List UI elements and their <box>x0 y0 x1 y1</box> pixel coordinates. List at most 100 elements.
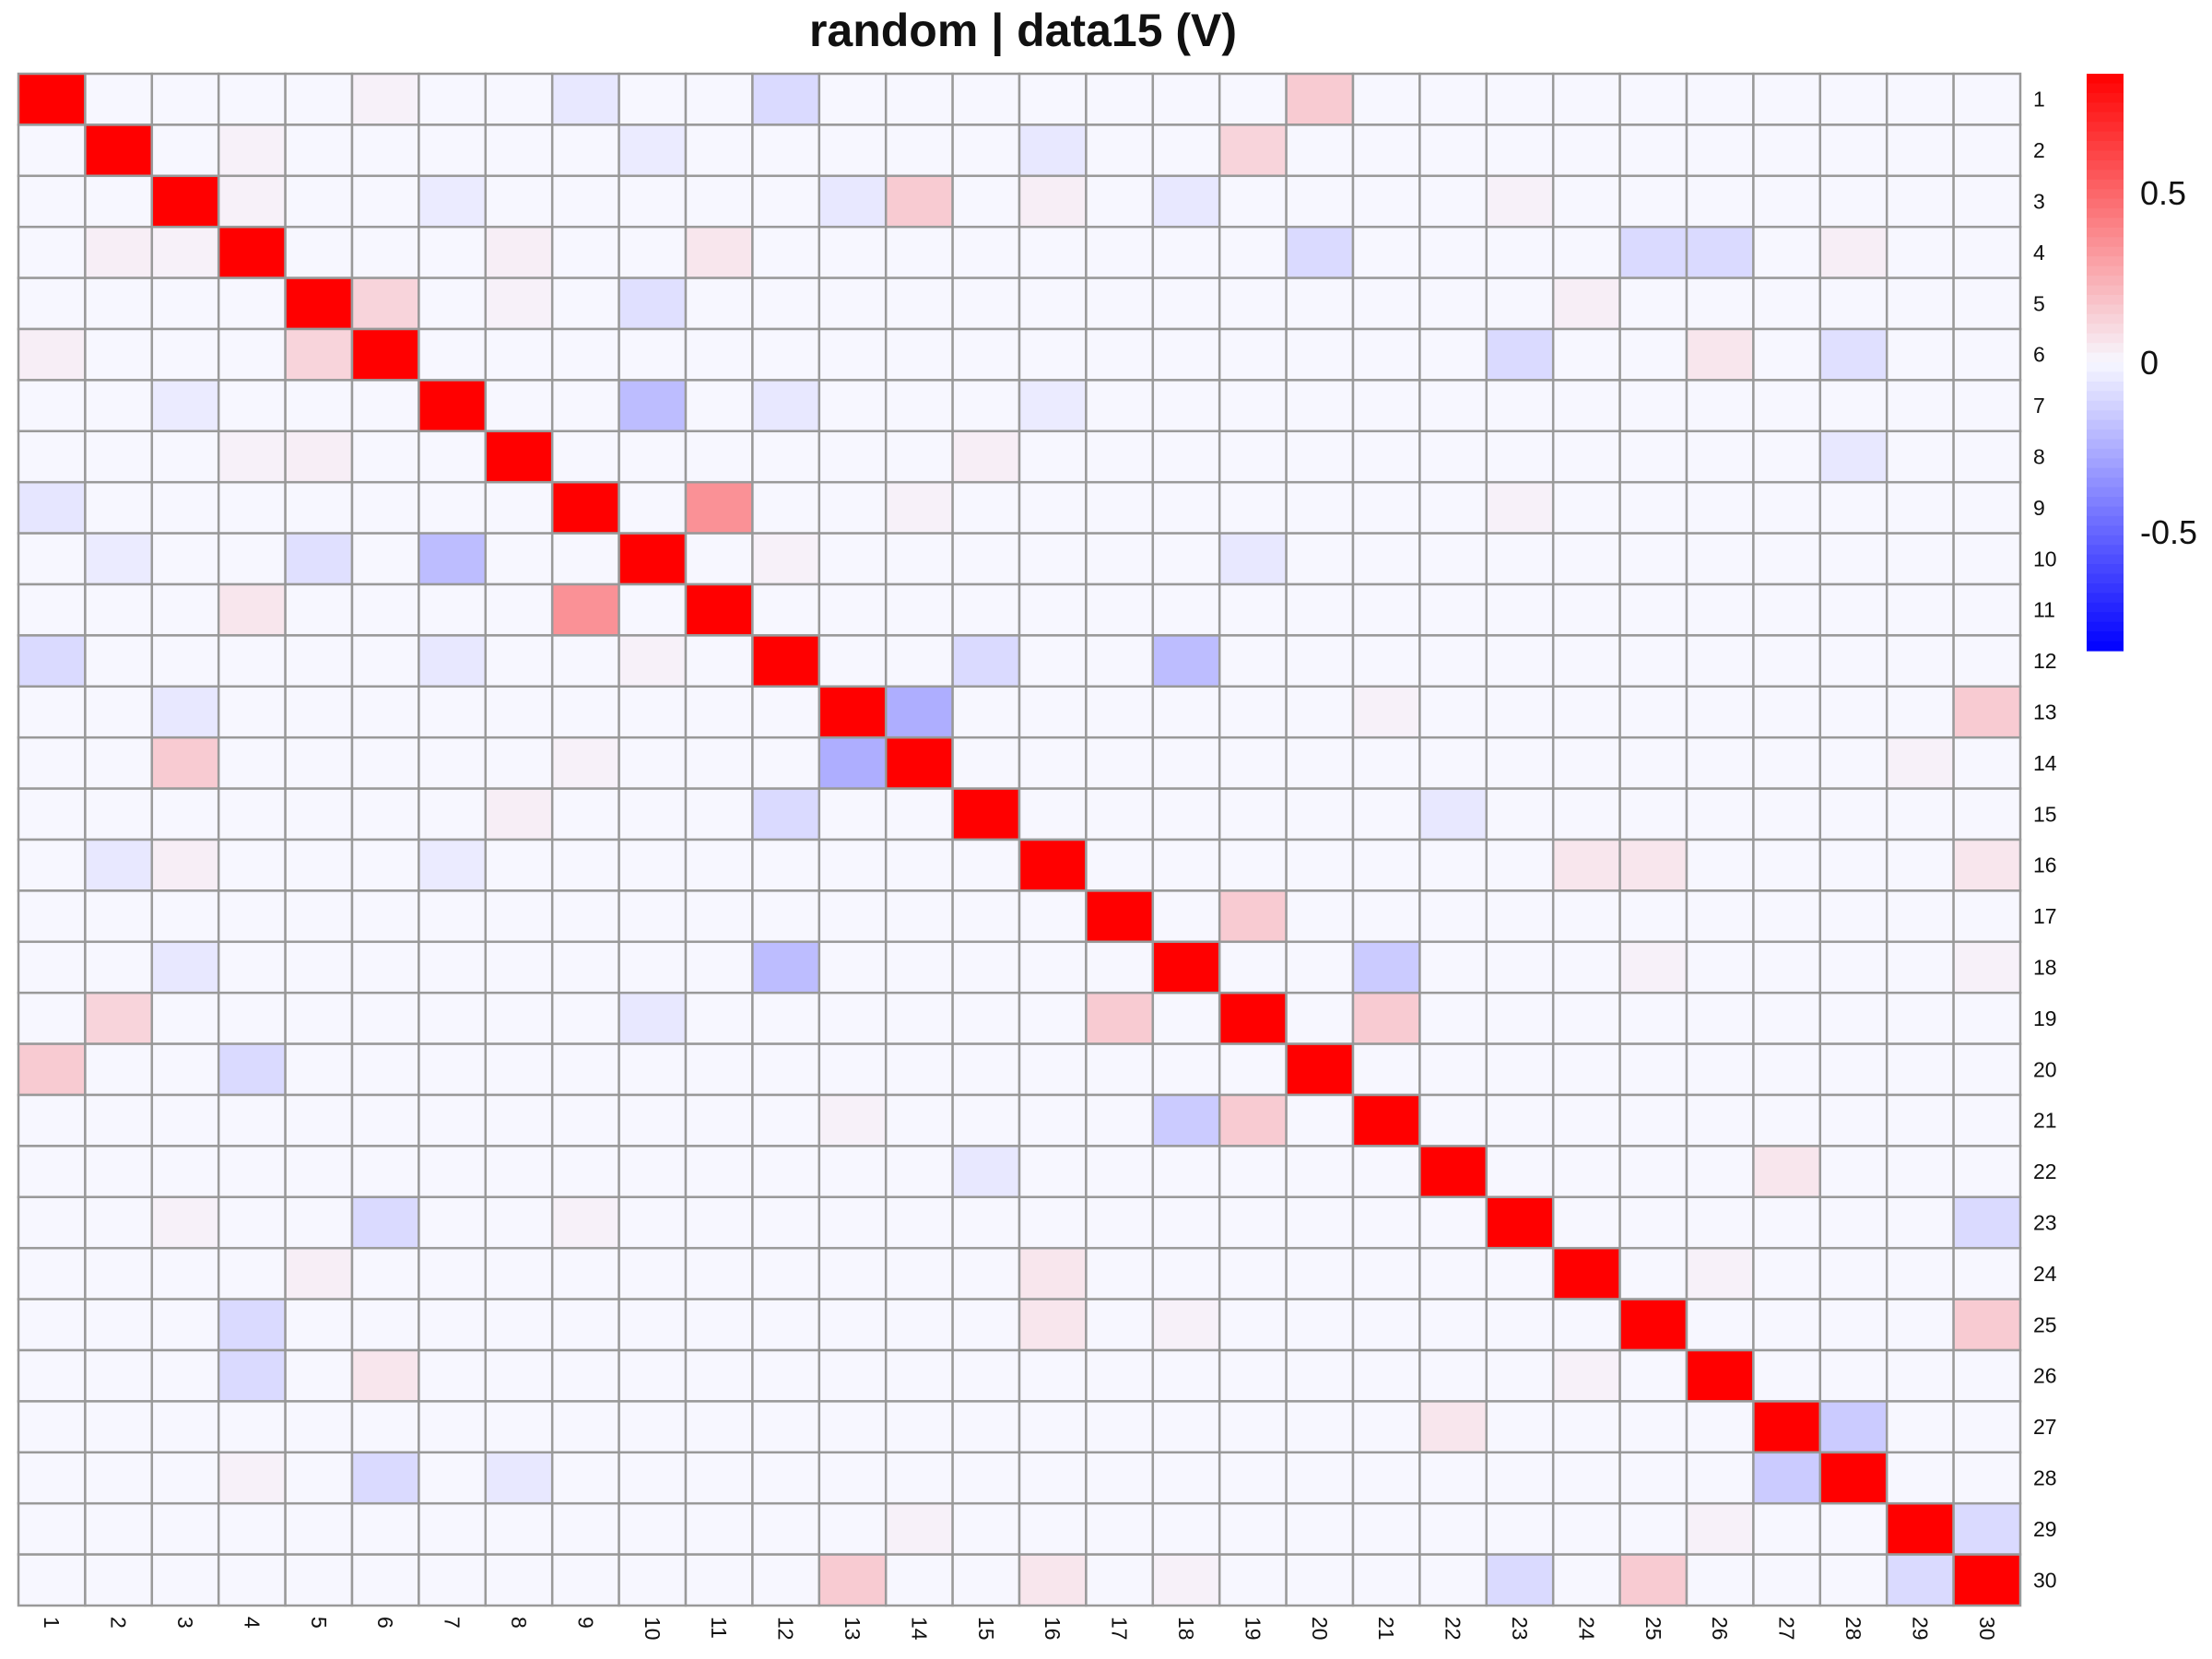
heatmap-cell-r1-c6 <box>350 72 420 126</box>
colorbar-segment <box>2087 497 2124 508</box>
heatmap-cell-r4-c18 <box>1151 225 1221 279</box>
heatmap-cell-r23-c2 <box>84 1195 154 1250</box>
heatmap-cell-r11-c18 <box>1151 582 1221 637</box>
heatmap-cell-r4-c20 <box>1285 225 1355 279</box>
heatmap-cell-r13-c30 <box>1952 685 2022 739</box>
heatmap-cell-r9-c18 <box>1151 480 1221 535</box>
heatmap-cell-r18-c11 <box>684 940 754 994</box>
heatmap-cell-r2-c20 <box>1285 124 1355 178</box>
heatmap-cell-r29-c14 <box>884 1501 954 1556</box>
heatmap-cell-r23-c29 <box>1885 1195 1955 1250</box>
heatmap-cell-r2-c3 <box>150 124 220 178</box>
heatmap-cell-r16-c17 <box>1085 838 1155 892</box>
heatmap-cell-r7-c9 <box>550 379 620 433</box>
heatmap-cell-r5-c22 <box>1418 276 1488 331</box>
heatmap-cell-r19-c5 <box>284 991 354 1045</box>
column-label: 19 <box>1241 1617 1265 1641</box>
heatmap-cell-r17-c6 <box>350 889 420 944</box>
heatmap-cell-r18-c28 <box>1818 940 1888 994</box>
column-label: 23 <box>1508 1617 1532 1641</box>
heatmap-cell-r15-c22 <box>1418 787 1488 841</box>
heatmap-cell-r16-c9 <box>550 838 620 892</box>
heatmap-cell-r23-c3 <box>150 1195 220 1250</box>
heatmap-cell-r10-c7 <box>418 532 488 586</box>
heatmap-cell-r14-c26 <box>1685 735 1755 790</box>
colorbar-segment <box>2087 170 2124 181</box>
heatmap-cell-r9-c5 <box>284 480 354 535</box>
colorbar-segment <box>2087 439 2124 450</box>
heatmap-cell-r28-c22 <box>1418 1451 1488 1505</box>
heatmap-cell-r24-c3 <box>150 1246 220 1300</box>
heatmap-cell-r8-c5 <box>284 429 354 484</box>
heatmap-cell-r3-c17 <box>1085 174 1155 229</box>
heatmap-cell-r19-c17 <box>1085 991 1155 1045</box>
heatmap-cell-r29-c7 <box>418 1501 488 1556</box>
heatmap-cell-r6-c25 <box>1618 327 1688 382</box>
heatmap-cell-r20-c6 <box>350 1042 420 1097</box>
heatmap-cell-r18-c15 <box>951 940 1021 994</box>
heatmap-cell-r30-c20 <box>1285 1553 1355 1607</box>
heatmap-cell-r29-c15 <box>951 1501 1021 1556</box>
heatmap-cell-r10-c18 <box>1151 532 1221 586</box>
heatmap-cell-r1-c15 <box>951 72 1021 126</box>
heatmap-cell-r20-c16 <box>1018 1042 1088 1097</box>
heatmap-cell-r21-c15 <box>951 1093 1021 1147</box>
heatmap-cell-r14-c24 <box>1551 735 1621 790</box>
heatmap-cell-r29-c6 <box>350 1501 420 1556</box>
colorbar-segment <box>2087 448 2124 459</box>
colorbar-segment <box>2087 458 2124 469</box>
heatmap-cell-r18-c23 <box>1485 940 1555 994</box>
heatmap-cell-r15-c12 <box>751 787 821 841</box>
heatmap-cell-r22-c25 <box>1618 1145 1688 1199</box>
heatmap-cell-r26-c5 <box>284 1348 354 1403</box>
heatmap-cell-r22-c11 <box>684 1145 754 1199</box>
heatmap-cell-r5-c16 <box>1018 276 1088 331</box>
heatmap-cell-r3-c10 <box>618 174 688 229</box>
heatmap-cell-r16-c26 <box>1685 838 1755 892</box>
heatmap-cell-r7-c7 <box>418 379 488 433</box>
heatmap-cell-r9-c15 <box>951 480 1021 535</box>
heatmap-cell-r29-c2 <box>84 1501 154 1556</box>
heatmap-cell-r12-c27 <box>1752 634 1822 688</box>
heatmap-cell-r6-c24 <box>1551 327 1621 382</box>
heatmap-cell-r7-c4 <box>217 379 287 433</box>
row-label: 4 <box>2033 241 2045 265</box>
heatmap-cell-r4-c15 <box>951 225 1021 279</box>
heatmap-cell-r6-c2 <box>84 327 154 382</box>
colorbar-segment <box>2087 294 2124 305</box>
heatmap-cell-r7-c14 <box>884 379 954 433</box>
heatmap-cell-r17-c9 <box>550 889 620 944</box>
heatmap-cell-r8-c8 <box>484 429 554 484</box>
heatmap-cell-r10-c16 <box>1018 532 1088 586</box>
colorbar-segment <box>2087 285 2124 296</box>
heatmap-cell-r6-c9 <box>550 327 620 382</box>
heatmap-cell-r4-c7 <box>418 225 488 279</box>
colorbar-segment <box>2087 582 2124 594</box>
heatmap-cell-r27-c3 <box>150 1400 220 1454</box>
heatmap-cell-r28-c27 <box>1752 1451 1822 1505</box>
colorbar-segment <box>2087 304 2124 315</box>
heatmap-cell-r8-c25 <box>1618 429 1688 484</box>
heatmap-cell-r16-c2 <box>84 838 154 892</box>
heatmap-cell-r17-c21 <box>1351 889 1421 944</box>
colorbar-segment <box>2087 131 2124 142</box>
heatmap-cell-r15-c30 <box>1952 787 2022 841</box>
row-label: 18 <box>2033 956 2057 980</box>
heatmap-cell-r23-c16 <box>1018 1195 1088 1250</box>
heatmap-cell-r29-c29 <box>1885 1501 1955 1556</box>
heatmap-cell-r10-c27 <box>1752 532 1822 586</box>
heatmap-cell-r4-c10 <box>618 225 688 279</box>
heatmap-cell-r8-c1 <box>17 429 87 484</box>
heatmap-cell-r22-c28 <box>1818 1145 1888 1199</box>
heatmap-cell-r29-c1 <box>17 1501 87 1556</box>
heatmap-cell-r3-c25 <box>1618 174 1688 229</box>
heatmap-cell-r26-c10 <box>618 1348 688 1403</box>
heatmap-cell-r28-c7 <box>418 1451 488 1505</box>
heatmap-cell-r8-c24 <box>1551 429 1621 484</box>
heatmap-cell-r2-c21 <box>1351 124 1421 178</box>
heatmap-cell-r30-c21 <box>1351 1553 1421 1607</box>
heatmap-cell-r24-c5 <box>284 1246 354 1300</box>
heatmap-cell-r13-c19 <box>1218 685 1288 739</box>
colorbar: 0.5 0 -0.5 <box>2087 74 2197 652</box>
heatmap-cell-r15-c7 <box>418 787 488 841</box>
